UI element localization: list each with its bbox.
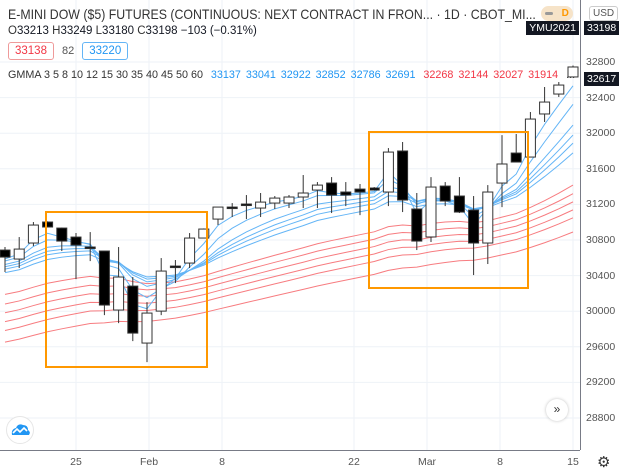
candle-up <box>524 118 536 158</box>
price-label: 30400 <box>586 269 616 282</box>
spread-value: 82 <box>61 45 75 57</box>
sell-button[interactable]: 33138 <box>8 42 54 60</box>
candle-up <box>198 228 210 239</box>
candle-down <box>240 203 252 207</box>
candle-up <box>482 191 494 244</box>
candle-up <box>283 196 295 204</box>
time-label: 8 <box>219 456 225 468</box>
candle-up <box>382 151 394 193</box>
candle-up <box>269 197 281 204</box>
long-ema-line <box>4 217 574 331</box>
currency-button[interactable]: USD <box>589 6 619 21</box>
highlight-box <box>45 211 208 368</box>
candle-up <box>255 201 267 209</box>
contract-tag: YMU2021 <box>526 21 579 35</box>
price-label: 31600 <box>586 162 616 175</box>
candle-down <box>510 152 522 163</box>
candle-down <box>468 209 480 244</box>
price-axis[interactable] <box>580 0 624 450</box>
candle-down <box>411 208 423 242</box>
time-label: 15 <box>567 456 579 468</box>
candle-down <box>354 188 366 193</box>
trade-row: 33138 82 33220 <box>8 42 129 60</box>
price-label: 32800 <box>586 56 616 68</box>
last-price-tag: 33198 <box>584 21 620 35</box>
candle-down <box>397 150 409 201</box>
cloud-chart-icon <box>11 424 30 435</box>
time-axis[interactable] <box>0 450 580 451</box>
price-label: 30800 <box>586 234 616 246</box>
candle-up <box>113 276 125 311</box>
symbol-title[interactable]: E-MINI DOW ($5) FUTURES (CONTINUOUS: NEX… <box>8 6 536 22</box>
candle-up <box>311 184 323 191</box>
time-label: 22 <box>348 456 360 468</box>
candle-down <box>84 246 96 250</box>
tradingview-logo[interactable] <box>6 416 34 444</box>
time-label: 8 <box>497 456 503 468</box>
gmma-price-tag: 32617 <box>584 72 620 86</box>
candle-down <box>169 265 181 269</box>
candle-up <box>184 237 196 264</box>
buy-button[interactable]: 33220 <box>82 42 129 60</box>
price-label: 28800 <box>586 412 616 424</box>
price-label: 32000 <box>586 127 616 140</box>
candle-down <box>0 249 11 258</box>
candle-up <box>553 84 565 95</box>
candle-down <box>56 227 68 242</box>
candle-up <box>155 270 167 312</box>
long-ema-line <box>4 231 574 343</box>
candle-down <box>326 182 338 196</box>
candle-down <box>340 191 352 196</box>
price-label: 31200 <box>586 198 616 211</box>
price-chart[interactable] <box>0 0 580 450</box>
price-label: 30000 <box>586 305 616 318</box>
candle-up <box>297 192 309 198</box>
time-label: 25 <box>70 456 82 468</box>
minus-icon <box>545 12 554 15</box>
candle-up <box>13 248 25 260</box>
gmma-legend[interactable]: GMMA 3 5 8 10 12 15 30 35 40 45 50 60 33… <box>8 69 576 81</box>
candle-up <box>212 206 224 220</box>
candle-down <box>42 221 54 228</box>
gear-icon[interactable]: ⚙ <box>597 454 611 471</box>
candle-down <box>439 185 451 202</box>
data-status-badge[interactable]: D <box>541 6 573 21</box>
time-label: Mar <box>417 456 437 468</box>
candle-down <box>368 187 380 191</box>
candle-down <box>453 195 465 213</box>
candle-up <box>567 66 579 78</box>
candle-down <box>127 285 139 334</box>
candle-up <box>141 312 153 344</box>
time-label: Feb <box>139 456 159 468</box>
price-label: 29200 <box>586 376 616 389</box>
candle-up <box>27 224 39 244</box>
candle-down <box>70 236 82 246</box>
candle-up <box>425 186 437 238</box>
price-label: 29600 <box>586 340 616 353</box>
highlight-box <box>368 131 529 289</box>
scroll-to-realtime-button[interactable]: » <box>546 399 568 421</box>
candle-up <box>539 101 551 115</box>
ohlc-readout: O33213 H33249 L33180 C33198 −103 (−0.31%… <box>8 25 257 37</box>
candle-up <box>496 163 508 184</box>
price-label: 32400 <box>586 91 616 104</box>
candle-down <box>98 250 110 306</box>
candle-down <box>226 206 238 210</box>
